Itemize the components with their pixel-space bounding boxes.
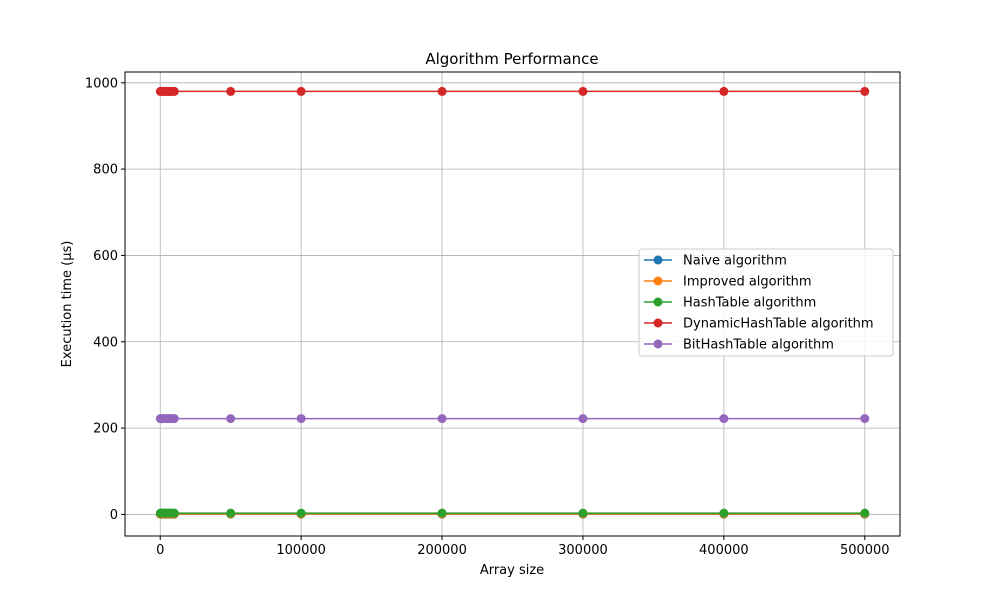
x-tick-label: 500000 xyxy=(840,543,890,558)
data-point xyxy=(226,414,236,424)
data-point xyxy=(437,414,447,424)
data-point xyxy=(226,508,236,518)
legend-label: HashTable algorithm xyxy=(683,296,816,311)
series-layer xyxy=(155,86,870,519)
legend-item: BitHashTable algorithm xyxy=(644,338,834,353)
legend-item: DynamicHashTable algorithm xyxy=(644,317,874,332)
data-point xyxy=(719,414,729,424)
x-tick-label: 0 xyxy=(156,543,164,558)
y-tick-label: 800 xyxy=(93,163,118,178)
data-point xyxy=(296,414,306,424)
legend: Naive algorithm Improved algorithm HashTab… xyxy=(638,248,894,357)
y-tick-label: 400 xyxy=(93,335,118,350)
data-point xyxy=(169,508,179,518)
x-tick-label: 100000 xyxy=(276,543,326,558)
legend-swatch-marker xyxy=(653,255,663,265)
data-point xyxy=(437,508,447,518)
data-point xyxy=(719,508,729,518)
x-axis: 0 100000 200000 300000 400000 500000 xyxy=(156,536,890,558)
data-point xyxy=(578,86,588,96)
data-point xyxy=(860,414,870,424)
plot-frame xyxy=(124,71,901,537)
data-point xyxy=(226,86,236,96)
legend-item: Naive algorithm xyxy=(644,254,787,269)
y-tick-label: 0 xyxy=(110,508,118,523)
legend-box xyxy=(638,248,894,357)
legend-label: Naive algorithm xyxy=(683,254,787,269)
legend-swatch-marker xyxy=(653,339,663,349)
y-tick-label: 600 xyxy=(93,249,118,264)
data-point xyxy=(719,86,729,96)
legend-swatch-marker xyxy=(653,297,663,307)
series-dynamichashtable-algorithm xyxy=(155,86,870,96)
y-tick-label: 1000 xyxy=(85,76,118,91)
data-point xyxy=(860,508,870,518)
data-point xyxy=(169,86,179,96)
legend-swatch-marker xyxy=(653,276,663,286)
series-bithashtable-algorithm xyxy=(155,414,870,424)
data-point xyxy=(169,414,179,424)
legend-swatch-marker xyxy=(653,318,663,328)
data-point xyxy=(860,86,870,96)
legend-label: BitHashTable algorithm xyxy=(683,338,834,353)
y-axis: 0 200 400 600 800 1000 xyxy=(85,76,125,523)
x-tick-label: 200000 xyxy=(417,543,467,558)
data-point xyxy=(578,414,588,424)
chart-title: Algorithm Performance xyxy=(425,50,598,68)
data-point xyxy=(437,86,447,96)
x-tick-label: 300000 xyxy=(558,543,608,558)
data-point xyxy=(578,508,588,518)
legend-label: DynamicHashTable algorithm xyxy=(683,317,874,332)
legend-label: Improved algorithm xyxy=(683,275,812,290)
y-axis-label: Execution time (µs) xyxy=(60,241,75,368)
legend-item: Improved algorithm xyxy=(644,275,812,290)
legend-item: HashTable algorithm xyxy=(644,296,816,311)
data-point xyxy=(296,86,306,96)
y-tick-label: 200 xyxy=(93,422,118,437)
x-axis-label: Array size xyxy=(480,563,544,578)
x-tick-label: 400000 xyxy=(699,543,749,558)
series-hashtable-algorithm xyxy=(155,508,870,518)
data-point xyxy=(296,508,306,518)
